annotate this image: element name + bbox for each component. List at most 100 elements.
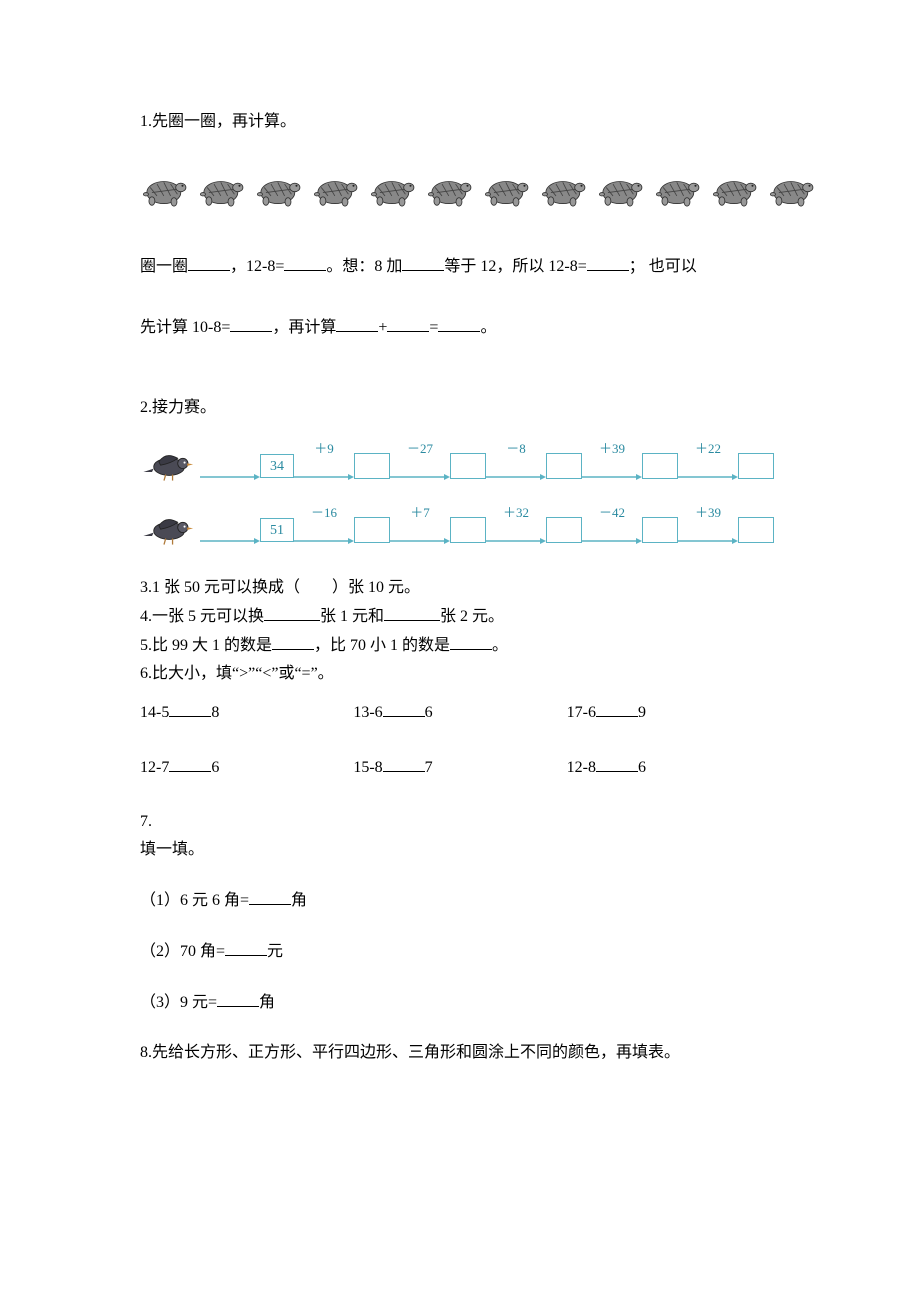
turtle-icon: [425, 170, 476, 210]
relay-row: 34＋9－27－8＋39＋22: [140, 448, 780, 484]
answer-box[interactable]: [642, 453, 678, 479]
blank[interactable]: [383, 700, 425, 717]
answer-box[interactable]: [354, 517, 390, 543]
blank[interactable]: [383, 755, 425, 772]
op-label: －27: [407, 439, 433, 459]
turtle-icon: [140, 170, 191, 210]
q4-text: 4.一张 5 元可以换张 1 元和张 2 元。: [140, 604, 780, 629]
answer-box[interactable]: [738, 517, 774, 543]
blank[interactable]: [264, 604, 320, 621]
op-seg: －27: [390, 451, 450, 481]
op-label: ＋39: [599, 439, 625, 459]
text: 5.比 99 大 1 的数是: [140, 637, 272, 654]
lhs: 12-7: [140, 759, 169, 776]
op-seg: －42: [582, 515, 642, 545]
answer-box[interactable]: [546, 453, 582, 479]
start-box: 51: [260, 518, 294, 542]
blank[interactable]: [596, 700, 638, 717]
blank[interactable]: [387, 315, 429, 332]
blank[interactable]: [596, 755, 638, 772]
rhs: 6: [425, 704, 433, 721]
lhs: 15-8: [353, 759, 382, 776]
q5-text: 5.比 99 大 1 的数是，比 70 小 1 的数是。: [140, 633, 780, 658]
turtle-icon: [596, 170, 647, 210]
text: 圈一圈: [140, 258, 188, 275]
op-label: －16: [311, 503, 337, 523]
text: 张 1 元和: [320, 608, 384, 625]
blank[interactable]: [284, 254, 326, 271]
lhs: 17-6: [567, 704, 596, 721]
blank[interactable]: [188, 254, 230, 271]
text: 。: [480, 319, 496, 336]
text: （1）6 元 6 角=: [140, 892, 249, 909]
q6-prompt: 6.比大小，填“>”“<”或“=”。: [140, 662, 780, 686]
cmp-cell: 17-6 9: [567, 700, 780, 725]
op-label: ＋32: [503, 503, 529, 523]
cmp-cell: 12-76: [140, 755, 353, 780]
op-label: －8: [506, 439, 526, 459]
op-label: －42: [599, 503, 625, 523]
q8-text: 8.先给长方形、正方形、平行四边形、三角形和圆涂上不同的颜色，再填表。: [140, 1041, 780, 1065]
lhs: 13-6: [353, 704, 382, 721]
blank[interactable]: [225, 939, 267, 956]
op-seg: ＋7: [390, 515, 450, 545]
q7-lead: 7.: [140, 810, 780, 834]
turtle-item: [425, 170, 476, 218]
op-seg: －16: [294, 515, 354, 545]
relay-row: 51－16 ＋7 ＋32 －42 ＋39: [140, 512, 780, 548]
blank[interactable]: [402, 254, 444, 271]
blank[interactable]: [384, 604, 440, 621]
unit: 角: [291, 892, 307, 909]
answer-box[interactable]: [354, 453, 390, 479]
op-seg: ＋39: [582, 451, 642, 481]
turtle-icon: [767, 170, 818, 210]
turtle-icon: [710, 170, 761, 210]
q1-line2: 圈一圈，12-8=。想：8 加等于 12，所以 12-8=； 也可以: [140, 254, 780, 279]
lhs: 12-8: [567, 759, 596, 776]
arrow-seg: [200, 451, 260, 481]
op-seg: ＋32: [486, 515, 546, 545]
blank[interactable]: [230, 315, 272, 332]
turtle-item: [767, 170, 818, 218]
op-seg: ＋9: [294, 451, 354, 481]
turtle-item: [710, 170, 761, 218]
answer-box[interactable]: [450, 517, 486, 543]
blank[interactable]: [438, 315, 480, 332]
blank[interactable]: [450, 633, 492, 650]
answer-box[interactable]: [738, 453, 774, 479]
text: （3）9 元=: [140, 994, 217, 1011]
text: ，再计算: [272, 319, 336, 336]
cmp-cell: 12-8 6: [567, 755, 780, 780]
rhs: 9: [638, 704, 646, 721]
answer-box[interactable]: [450, 453, 486, 479]
arrow-seg: [200, 515, 260, 545]
blank[interactable]: [169, 700, 211, 717]
op-label: ＋9: [314, 439, 334, 459]
op-label: ＋39: [695, 503, 721, 523]
turtle-item: [254, 170, 305, 218]
turtle-icon: [311, 170, 362, 210]
text: 等于 12，所以 12-8=: [444, 258, 586, 275]
blank[interactable]: [272, 633, 314, 650]
turtle-item: [197, 170, 248, 218]
rhs: 6: [638, 759, 646, 776]
bird-icon: [140, 512, 200, 546]
blank[interactable]: [587, 254, 629, 271]
turtle-icon: [653, 170, 704, 210]
q1-prompt: 1.先圈一圈，再计算。: [140, 110, 780, 134]
text: 。: [492, 637, 508, 654]
bird-icon: [140, 448, 200, 482]
answer-box[interactable]: [642, 517, 678, 543]
op-seg: ＋39: [678, 515, 738, 545]
turtle-icon: [482, 170, 533, 210]
q7-title: 填一填。: [140, 838, 780, 862]
q6-grid: 14-5813-6617-6912-7615-8712-86: [140, 700, 780, 780]
blank[interactable]: [217, 990, 259, 1007]
turtle-item: [140, 170, 191, 218]
blank[interactable]: [169, 755, 211, 772]
blank[interactable]: [249, 888, 291, 905]
answer-box[interactable]: [546, 517, 582, 543]
op-label: ＋7: [410, 503, 430, 523]
blank[interactable]: [336, 315, 378, 332]
cmp-cell: 15-87: [353, 755, 566, 780]
